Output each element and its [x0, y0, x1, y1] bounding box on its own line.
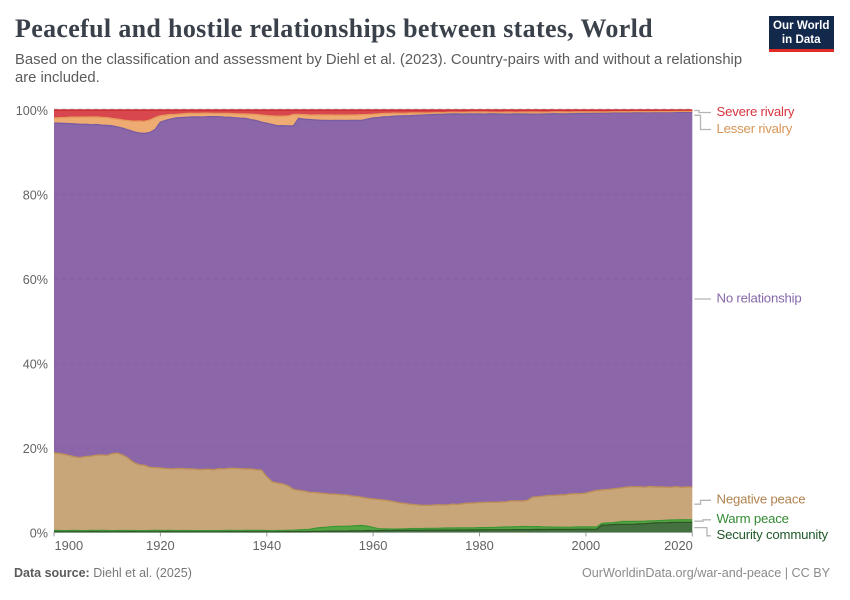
svg-text:2000: 2000	[572, 538, 601, 553]
svg-text:1920: 1920	[146, 538, 175, 553]
svg-text:Lesser rivalry: Lesser rivalry	[717, 121, 793, 136]
svg-text:1980: 1980	[465, 538, 494, 553]
svg-text:40%: 40%	[23, 357, 48, 371]
svg-text:20%: 20%	[23, 442, 48, 456]
svg-text:Security community: Security community	[717, 527, 829, 542]
svg-text:1960: 1960	[359, 538, 388, 553]
svg-text:Warm peace: Warm peace	[717, 511, 789, 526]
svg-text:80%: 80%	[23, 189, 48, 203]
svg-text:100%: 100%	[16, 104, 48, 118]
svg-text:60%: 60%	[23, 273, 48, 287]
svg-text:No relationship: No relationship	[717, 290, 802, 305]
svg-text:1940: 1940	[252, 538, 281, 553]
svg-text:Severe rivalry: Severe rivalry	[717, 104, 795, 119]
svg-text:0%: 0%	[30, 526, 48, 540]
svg-text:Negative peace: Negative peace	[717, 492, 806, 507]
svg-text:2020: 2020	[664, 538, 693, 553]
svg-text:1900: 1900	[55, 538, 84, 553]
